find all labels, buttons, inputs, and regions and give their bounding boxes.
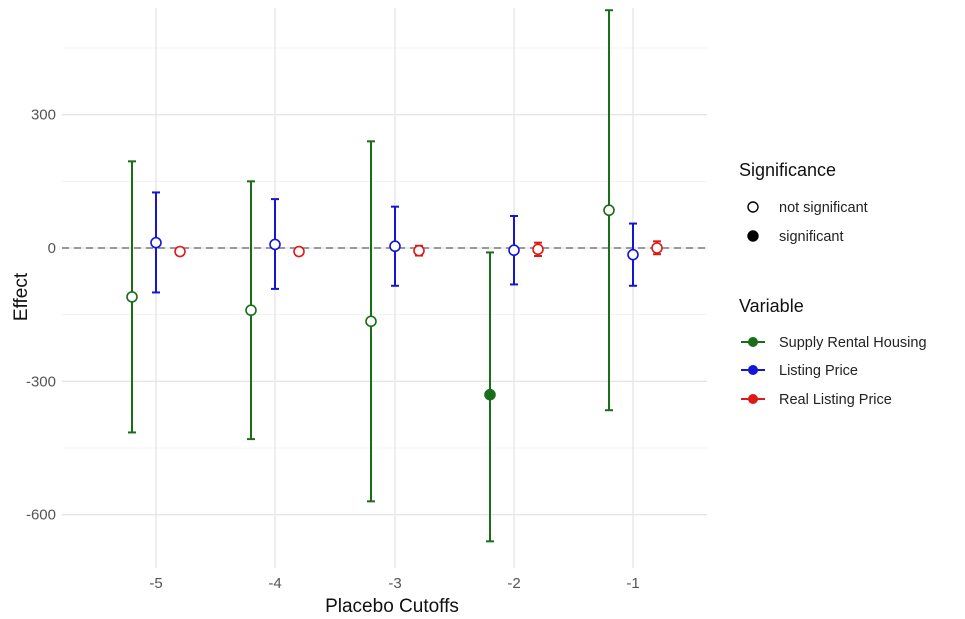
point-estimate bbox=[603, 204, 615, 217]
legend-dot-icon bbox=[748, 337, 758, 347]
data-marks bbox=[126, 9, 663, 543]
legend-item-real-listing-price: Real Listing Price bbox=[741, 392, 892, 408]
x-tick-label: -4 bbox=[268, 575, 281, 592]
series-real-listing-price bbox=[174, 240, 663, 258]
x-axis-title: Placebo Cutoffs bbox=[325, 596, 459, 617]
y-tick-label: -600 bbox=[26, 507, 56, 524]
legend-item-label: Real Listing Price bbox=[779, 392, 892, 408]
point-estimate bbox=[484, 388, 496, 401]
legend-item-label: significant bbox=[779, 229, 843, 245]
legend-significance: Significance not significant significant bbox=[739, 160, 868, 245]
point-estimate bbox=[293, 245, 305, 258]
point-estimate bbox=[413, 244, 425, 257]
point-estimate bbox=[126, 291, 138, 303]
x-tick-label: -1 bbox=[626, 575, 639, 592]
legend-item-significant: significant bbox=[747, 229, 843, 245]
legend-item-label: Listing Price bbox=[779, 363, 858, 379]
x-tick-label: -3 bbox=[388, 575, 401, 592]
legend-item-label: Supply Rental Housing bbox=[779, 335, 927, 351]
point-estimate bbox=[245, 304, 257, 317]
legend-variable: Variable Supply Rental Housing Listing Pr… bbox=[739, 296, 927, 408]
filled-circle-icon bbox=[747, 230, 759, 242]
point-estimate bbox=[269, 238, 281, 251]
legend-dot-icon bbox=[748, 365, 758, 375]
point-estimate bbox=[150, 236, 162, 249]
series-listing-price bbox=[150, 191, 639, 294]
point-estimate bbox=[508, 244, 520, 257]
x-tick-label: -5 bbox=[149, 575, 162, 592]
legend-item-label: not significant bbox=[779, 200, 868, 216]
y-axis-ticks: 300 0 -300 -600 bbox=[26, 107, 56, 524]
y-tick-label: -300 bbox=[26, 373, 56, 390]
grid bbox=[62, 8, 707, 568]
open-circle-icon bbox=[747, 201, 759, 213]
series-supply-rental-housing bbox=[126, 9, 615, 543]
x-axis-ticks: -5 -4 -3 -2 -1 bbox=[149, 575, 639, 592]
y-tick-label: 300 bbox=[31, 107, 56, 124]
legend-dot-icon bbox=[748, 394, 758, 404]
point-estimate bbox=[627, 248, 639, 261]
legend-item-supply-rental-housing: Supply Rental Housing bbox=[741, 335, 927, 351]
point-estimate bbox=[174, 245, 186, 258]
y-tick-label: 0 bbox=[48, 240, 56, 257]
point-estimate bbox=[365, 315, 377, 328]
point-estimate bbox=[389, 240, 401, 253]
legend-item-not-significant: not significant bbox=[747, 200, 868, 216]
point-estimate bbox=[651, 242, 663, 254]
legend-variable-title: Variable bbox=[739, 296, 804, 316]
point-estimate bbox=[532, 243, 544, 256]
y-axis-title: Effect bbox=[11, 272, 32, 321]
x-tick-label: -2 bbox=[507, 575, 520, 592]
legend-significance-title: Significance bbox=[739, 160, 836, 180]
legend-item-listing-price: Listing Price bbox=[741, 363, 858, 379]
